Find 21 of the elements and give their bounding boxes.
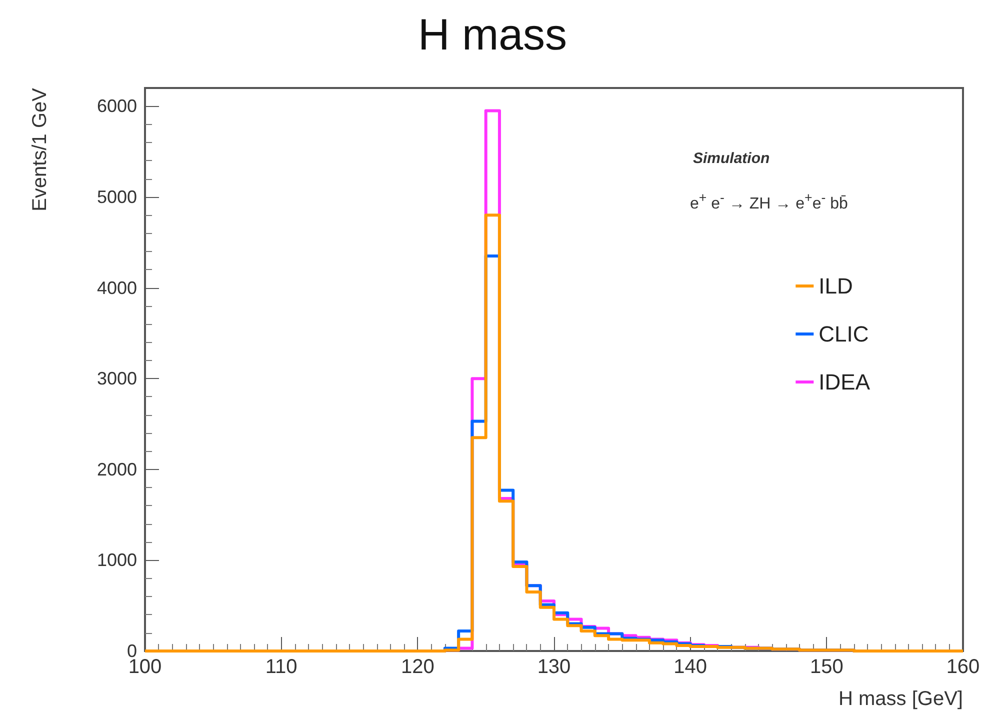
text: e$^{+}$ e$^{-}$ → ZH → e$^{+}$e$^{-}$ bb̄ [690, 190, 848, 212]
annotation: Simulation [693, 150, 770, 167]
legend-label: CLIC [818, 322, 869, 346]
x-tick-label: 110 [265, 656, 298, 678]
x-axis-title: H mass [GeV] [838, 688, 963, 710]
chart-title: H mass [418, 10, 568, 60]
y-tick-label: 5000 [96, 186, 137, 207]
y-tick-label: 2000 [96, 459, 137, 480]
y-tick-label: 6000 [96, 96, 137, 116]
x-tick-label: 130 [537, 656, 571, 678]
y-tick-label: 3000 [96, 368, 137, 389]
x-tick-label: 140 [674, 656, 708, 678]
x-tick-label: 150 [810, 656, 844, 678]
legend-label: IDEA [818, 370, 870, 394]
y-tick-label: 4000 [96, 278, 137, 298]
legend-label: ILD [818, 274, 853, 298]
y-tick-label: 1000 [96, 550, 137, 570]
x-tick-label: 100 [128, 656, 162, 678]
x-tick-label: 120 [400, 656, 434, 678]
y-axis-title: Events/1 GeV [29, 87, 51, 212]
x-tick-label: 160 [946, 656, 980, 678]
